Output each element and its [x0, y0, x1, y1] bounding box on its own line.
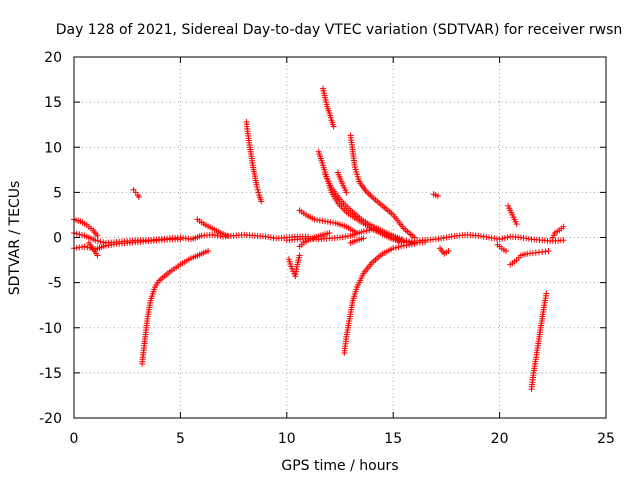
data-point [94, 252, 101, 259]
x-tick-label: 5 [176, 431, 185, 447]
data-point [543, 290, 550, 297]
data-point [560, 237, 567, 244]
data-point [545, 248, 552, 254]
data-point-interp [499, 235, 506, 242]
data-point-interp [76, 231, 83, 238]
data-point-interp [94, 237, 101, 244]
data-point [296, 252, 303, 259]
y-tick-label: 10 [44, 140, 62, 156]
data-point [205, 248, 212, 254]
x-tick-label: 25 [597, 431, 615, 447]
data-point [358, 229, 365, 236]
data-point-interp [97, 238, 104, 245]
y-tick-label: 5 [53, 185, 62, 201]
data-point [81, 243, 88, 250]
data-point [135, 193, 142, 200]
data-point [326, 230, 333, 236]
data-point [503, 248, 509, 254]
y-tick-label: -10 [39, 321, 62, 337]
y-tick-label: -5 [48, 276, 62, 292]
data-point-interp [73, 230, 80, 237]
grid-lines [74, 57, 606, 418]
x-axis-label: GPS time / hours [281, 458, 398, 474]
x-tick-label: 20 [491, 431, 509, 447]
data-point-interp [79, 232, 85, 238]
data-point-interp [360, 228, 367, 235]
data-point-interp [395, 244, 402, 250]
data-point [177, 236, 184, 243]
data-point [92, 237, 99, 244]
data-point [390, 245, 397, 252]
data-point [496, 236, 503, 243]
x-tick-label: 0 [70, 431, 79, 447]
data-point [258, 198, 265, 205]
y-tick-label: 0 [53, 231, 62, 247]
y-tick-label: -20 [39, 411, 62, 427]
y-tick-label: 15 [44, 95, 62, 111]
data-point [411, 240, 418, 247]
data-point [513, 221, 520, 227]
data-point [224, 232, 231, 239]
data-point [94, 232, 101, 239]
data-point-interp [254, 186, 261, 193]
data-point [560, 223, 567, 230]
data-point-interp [363, 227, 370, 234]
data-point [400, 237, 407, 244]
data-point [360, 235, 367, 242]
data-point-interp [255, 189, 262, 196]
x-tick-label: 15 [384, 431, 402, 447]
y-tick-label: 20 [44, 50, 62, 66]
y-axis-label: SDTVAR / TECUs [7, 181, 23, 296]
data-point [343, 189, 350, 196]
data-point [354, 230, 360, 236]
data-point [434, 193, 441, 199]
data-points [71, 85, 567, 393]
data-point [422, 239, 429, 245]
x-tick-label: 10 [278, 431, 296, 447]
data-point-interp [501, 235, 508, 241]
data-point-interp [398, 243, 405, 250]
data-point [330, 123, 337, 130]
data-point [254, 184, 260, 190]
y-axis-ticks: -20 -15 -10 -5 0 5 10 15 20 [39, 50, 606, 427]
data-point [411, 234, 418, 241]
chart-title: Day 128 of 2021, Sidereal Day-to-day VTE… [56, 22, 623, 38]
data-point-interp [504, 234, 511, 241]
y-tick-label: -15 [39, 366, 62, 382]
data-point-interp [392, 244, 399, 251]
data-point [445, 248, 452, 254]
x-axis-ticks: 0 5 10 15 20 25 [70, 57, 615, 447]
